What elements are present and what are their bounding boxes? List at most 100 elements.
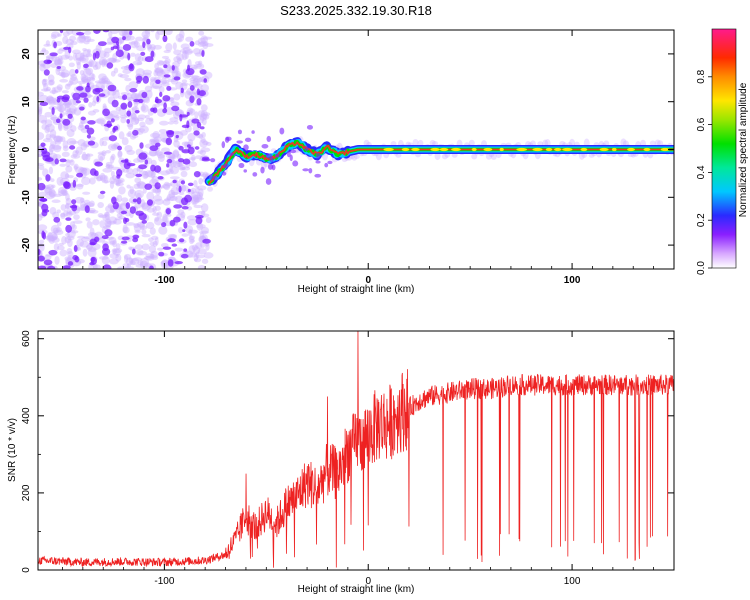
spectrogram-xlabel: Height of straight line (km)	[298, 284, 415, 295]
spectrogram-noise-blob	[73, 245, 78, 253]
spectrogram-noise-blob	[194, 155, 204, 160]
spectrogram-noise-blob	[115, 179, 123, 184]
spectrogram-noise-blob	[38, 154, 42, 158]
spectrogram-noise-blob	[59, 136, 66, 143]
spectrogram-noise-blob	[99, 172, 106, 181]
spectrogram-noise-blob	[125, 202, 131, 210]
spectrogram-noise-blob	[180, 87, 184, 94]
spectrogram-noise-blob	[267, 163, 273, 170]
spectrogram-noise-blob	[196, 254, 206, 259]
spectrogram-noise-blob	[170, 250, 176, 257]
spectrogram-noise-blob	[56, 84, 63, 91]
spectrogram-noise-blob	[84, 205, 90, 214]
spectrogram-noise-blob	[195, 185, 200, 194]
spectrogram-noise-blob	[122, 226, 130, 234]
spectrogram-noise-blob	[45, 157, 54, 162]
spectrogram-noise-blob	[153, 136, 162, 143]
spectrogram-noise-blob	[156, 70, 166, 78]
spectrogram-ridge-peak	[430, 147, 440, 152]
spectrogram-noise-blob	[154, 96, 159, 104]
spectrogram-noise-blob	[292, 160, 299, 167]
spectrogram-noise-blob	[67, 255, 73, 263]
spectrogram-noise-blob	[79, 241, 90, 248]
spectrogram-noise-blob	[178, 227, 184, 234]
spectrogram-noise-blob	[87, 247, 97, 252]
spectrogram-noise-blob	[187, 146, 195, 155]
spectrogram-noise-blob	[314, 173, 322, 178]
spectrogram-noise-blob	[86, 243, 93, 251]
spectrogram-noise-blob	[173, 76, 181, 81]
spectrogram-noise-blob	[68, 68, 76, 78]
spectrogram-noise-blob	[51, 87, 56, 95]
spectrogram-noise-blob	[48, 166, 54, 175]
spectrogram-noise-blob	[74, 166, 85, 174]
spectrogram-noise-blob	[181, 79, 188, 84]
spectrogram-noise-blob	[144, 183, 153, 190]
colorbar-tick-label: 0.4	[696, 165, 707, 179]
spectrogram-noise-blob	[161, 55, 170, 60]
spectrogram-noise-blob	[194, 214, 204, 219]
spectrogram-noise-blob	[60, 188, 67, 196]
spectrogram-noise-blob	[89, 200, 95, 208]
spectrogram-noise-blob	[83, 41, 90, 45]
spectrogram-noise-blob	[125, 35, 135, 41]
spectrogram-noise-blob	[143, 34, 149, 41]
spectrogram-noise-blob	[187, 188, 191, 193]
spectrogram-noise-blob	[304, 146, 309, 152]
spectrogram-noise-blob	[150, 30, 155, 33]
spectrogram-noise-blob	[193, 170, 201, 178]
spectrogram-noise-blob	[83, 199, 91, 205]
spectrogram-noise-blob	[38, 115, 48, 123]
spectrogram-noise-blob	[161, 184, 170, 189]
spectrogram-noise-blob	[64, 83, 71, 90]
spectrogram-noise-blob	[121, 197, 129, 203]
spectrogram-noise-blob	[200, 104, 208, 112]
spectrogram-noise-blob	[76, 183, 84, 190]
spectrogram-noise-blob	[168, 121, 175, 125]
spectrogram-noise-blob	[197, 41, 206, 48]
spectrogram-noise-blob	[150, 76, 157, 82]
spectrogram-noise-blob	[178, 164, 186, 171]
spectrogram-noise-blob	[127, 97, 135, 102]
spectrogram-noise-blob	[99, 190, 106, 195]
spectrogram-noise-blob	[91, 100, 96, 107]
spectrogram-noise-blob	[64, 256, 72, 262]
spectrogram-noise-blob	[182, 50, 187, 55]
spectrogram-noise-blob	[124, 158, 129, 163]
spectrogram-noise-blob	[68, 80, 74, 86]
spectrogram-noise-blob	[126, 149, 136, 155]
spectrogram-noise-blob	[58, 71, 65, 77]
spectrogram-noise-blob	[59, 104, 64, 113]
spectrogram-noise-blob	[118, 215, 126, 219]
spectrogram-noise-blob	[101, 77, 110, 85]
spectrogram-noise-blob	[133, 158, 141, 163]
spectrogram-noise-blob	[191, 75, 202, 80]
spectrogram-noise-blob	[38, 162, 45, 167]
spectrogram-noise-blob	[94, 170, 99, 177]
spectrogram-noise-blob	[48, 190, 57, 198]
spectrogram-noise-blob	[54, 58, 63, 67]
spectrogram-noise-blob	[327, 160, 333, 165]
spectrogram-noise-blob	[53, 145, 62, 153]
spectrogram-noise-blob	[155, 142, 161, 147]
spectrogram-noise-blob	[180, 180, 186, 185]
spectrogram-noise-blob	[199, 69, 207, 75]
spectrogram-noise-blob	[81, 76, 92, 83]
spectrogram-noise-blob	[175, 33, 185, 43]
spectrogram-noise-blob	[194, 111, 199, 120]
spectrogram-noise-blob	[191, 154, 196, 162]
spectrogram-noise-blob	[76, 57, 87, 62]
spectrogram-noise-blob	[171, 150, 180, 159]
spectrogram-noise-blob	[188, 235, 196, 241]
spectrogram-noise-blob	[109, 180, 115, 189]
spectrogram-noise-blob	[89, 242, 96, 246]
spectrogram-noise-blob	[139, 125, 149, 134]
spectrogram-noise-blob	[150, 250, 159, 259]
spectrogram-noise-blob	[94, 118, 105, 124]
spectrogram-noise-blob	[141, 220, 147, 224]
spectrogram-noise-blob	[147, 44, 153, 49]
spectrogram-noise-blob	[154, 103, 160, 108]
spectrogram-noise-blob	[160, 259, 170, 269]
snr-ytick-label: 200	[21, 484, 32, 501]
spectrogram-noise-blob	[57, 33, 62, 37]
